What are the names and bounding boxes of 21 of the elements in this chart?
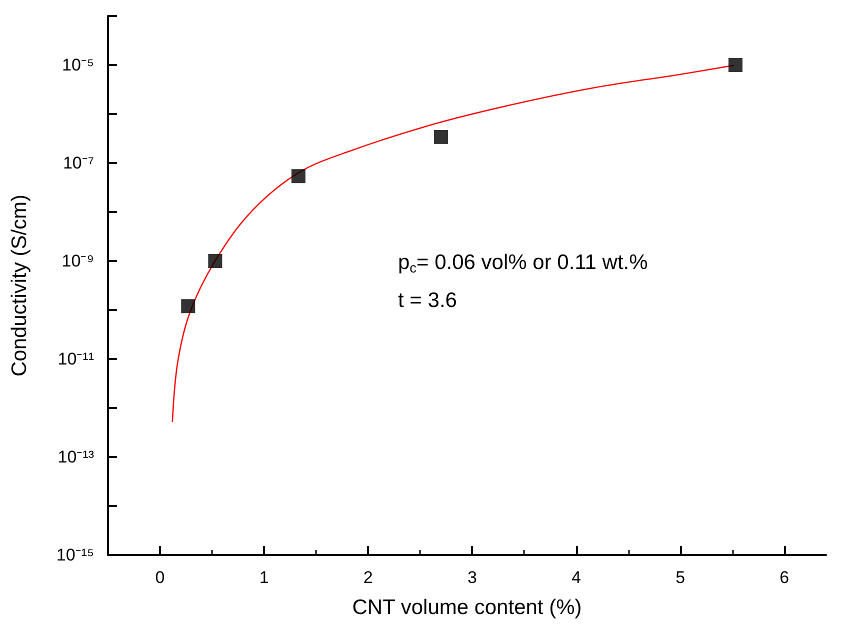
y-axis-title: Conductivity (S/cm) (8, 194, 31, 377)
y-tick-label: 10⁻⁷ (62, 154, 94, 172)
y-tick-label: 10⁻⁹ (62, 252, 94, 270)
point (434, 130, 448, 144)
x-tick-label: 2 (363, 568, 373, 587)
x-tick-label: 6 (780, 568, 790, 587)
point (728, 58, 742, 72)
x-tick-label: 1 (259, 568, 269, 587)
annotation: t = 3.6 (398, 289, 457, 312)
y-tick-label: 10⁻¹³ (58, 448, 94, 466)
point (291, 169, 306, 184)
x-axis-title: CNT volume content (%) (352, 596, 582, 619)
x-tick-label: 0 (155, 568, 165, 587)
x-tick-label: 3 (467, 568, 477, 587)
y-tick-label: 10⁻⁵ (62, 56, 94, 74)
y-tick-label: 10⁻¹⁵ (56, 546, 94, 564)
x-tick-label: 4 (572, 568, 581, 587)
point (208, 254, 222, 268)
y-tick-label: 10⁻¹¹ (58, 350, 94, 368)
x-tick-label: 5 (676, 568, 686, 587)
point (181, 299, 196, 314)
